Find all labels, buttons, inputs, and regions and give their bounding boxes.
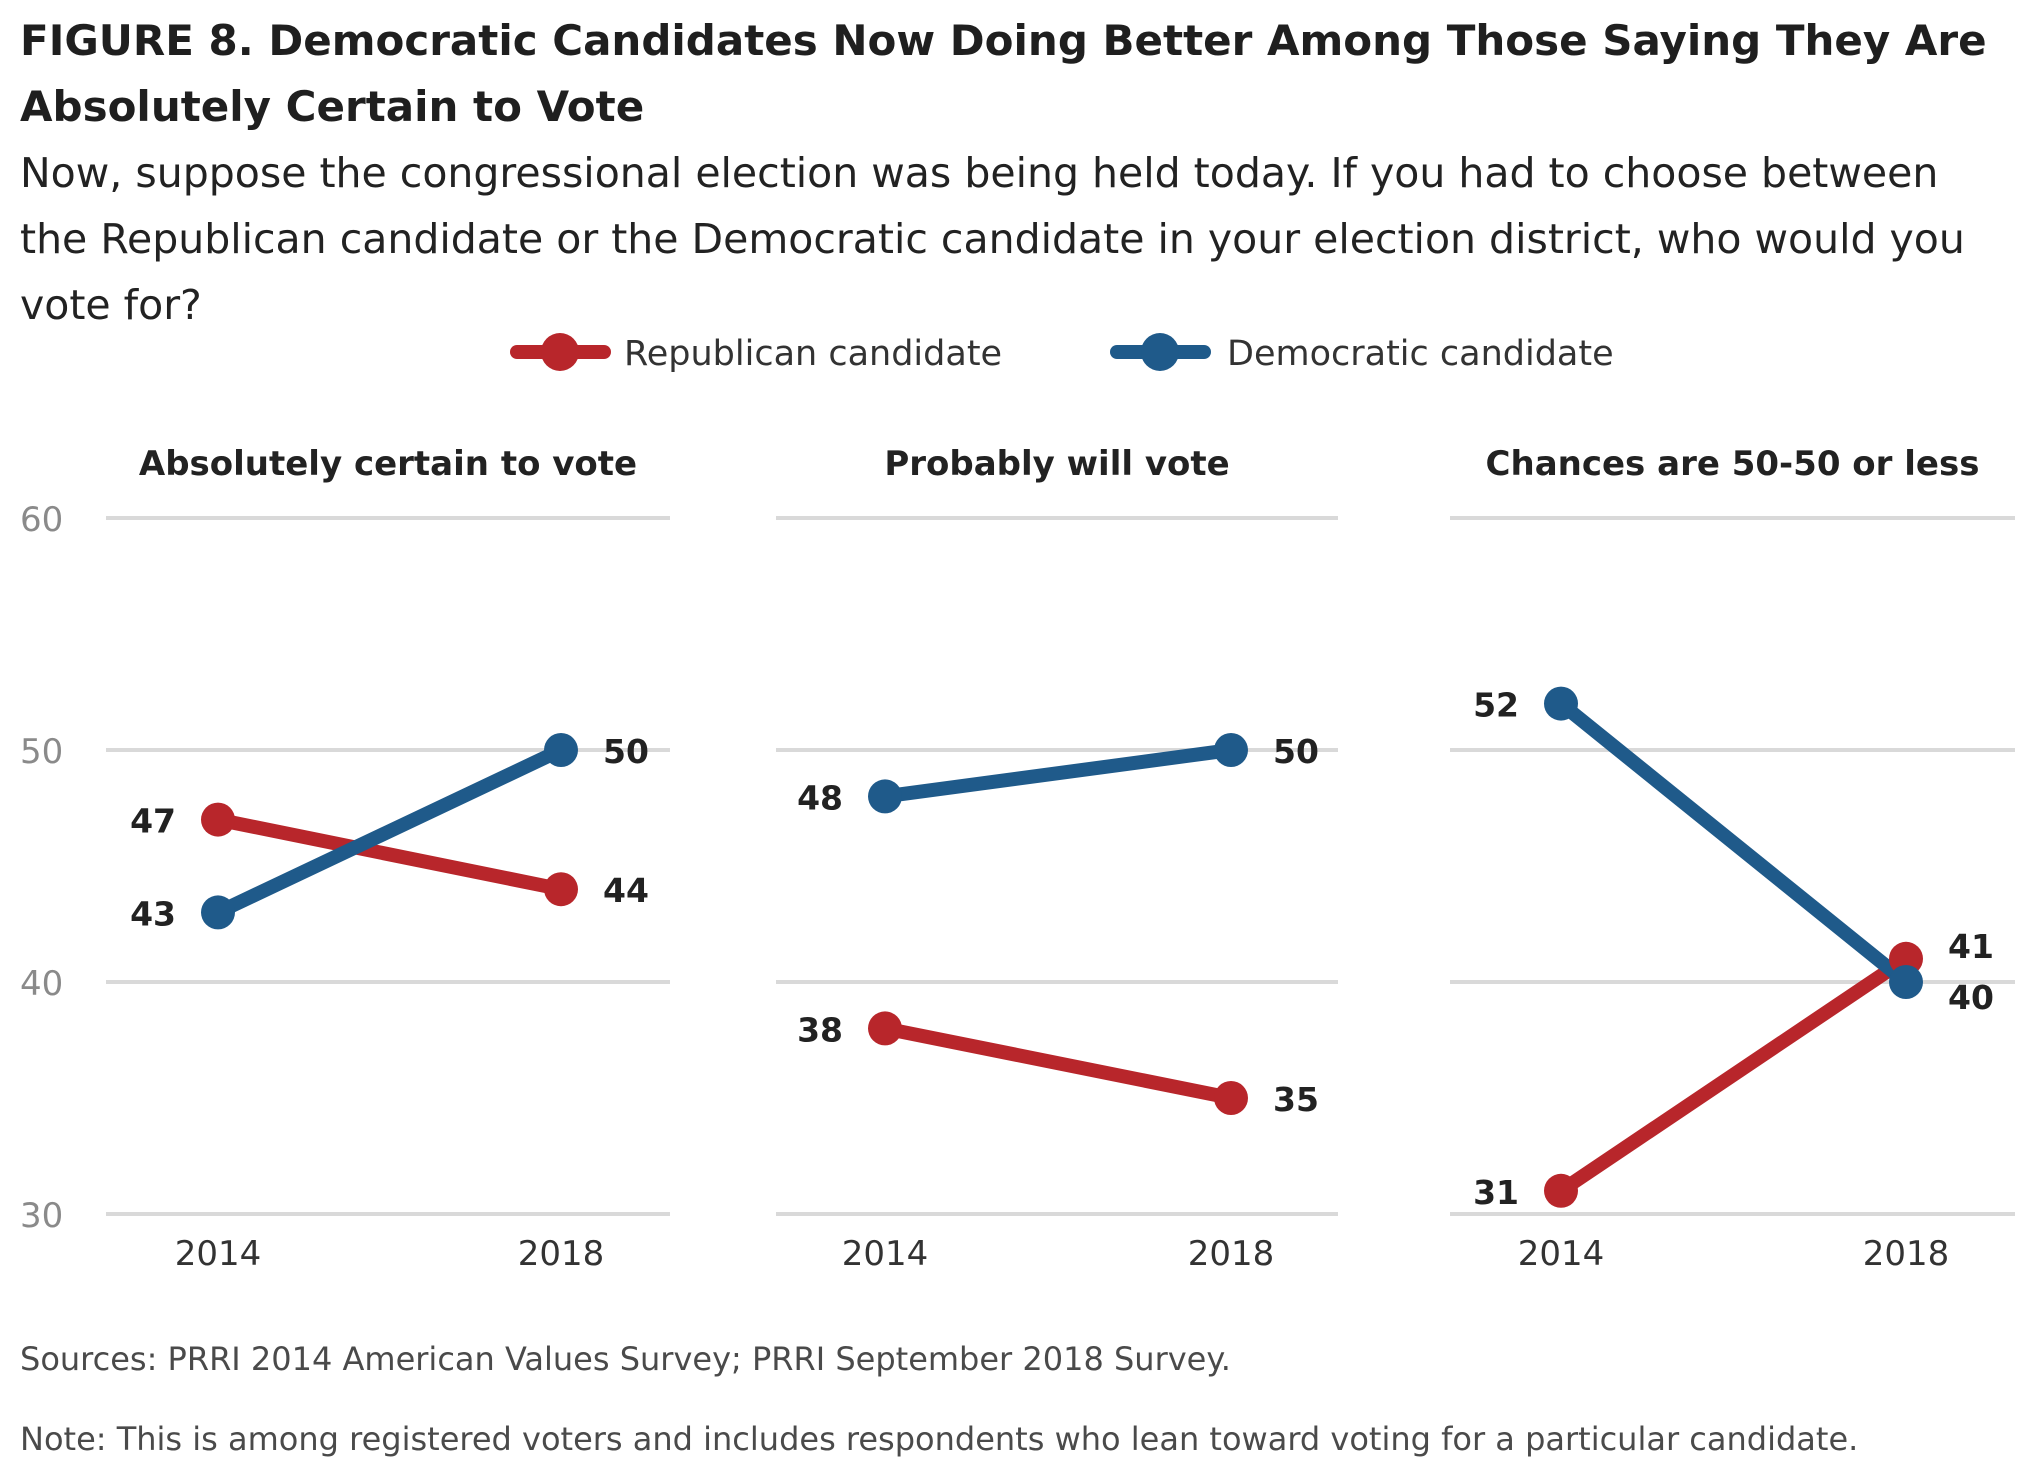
- panel-title: Probably will vote: [884, 444, 1229, 484]
- data-label: 35: [1273, 1080, 1319, 1119]
- data-point-republican: [1544, 1173, 1578, 1208]
- data-point-democratic: [201, 895, 235, 930]
- data-point-democratic: [1544, 686, 1578, 721]
- data-label: 48: [797, 778, 843, 817]
- series-line-democratic: [1554, 696, 1913, 989]
- y-tick-label: 60: [20, 500, 63, 540]
- data-point-democratic: [868, 779, 902, 814]
- data-label: 41: [1948, 927, 1994, 966]
- series-line-republican: [211, 812, 568, 897]
- y-tick-label: 30: [20, 1196, 63, 1236]
- chart-subtitle: Now, suppose the congressional election …: [20, 149, 1965, 329]
- data-point-democratic: [544, 733, 578, 767]
- data-label: 50: [1273, 732, 1319, 771]
- x-tick-label: 2014: [175, 1234, 262, 1274]
- data-label: 47: [130, 802, 176, 841]
- x-tick-label: 2014: [1518, 1234, 1605, 1274]
- y-tick-label: 50: [20, 732, 63, 772]
- series-line-democratic: [878, 743, 1238, 804]
- legend-republican-label: Republican candidate: [624, 334, 1002, 374]
- series-line-democratic: [211, 743, 568, 920]
- panel-title: Chances are 50-50 or less: [1486, 444, 1980, 484]
- y-tick-label: 40: [20, 964, 63, 1004]
- data-point-republican: [868, 1011, 902, 1046]
- data-point-republican: [201, 802, 235, 837]
- footnote: Note: This is among registered voters an…: [20, 1420, 1859, 1458]
- legend-democratic-marker: [1141, 333, 1179, 371]
- data-label: 40: [1948, 978, 1994, 1017]
- data-point-republican: [1214, 1081, 1248, 1115]
- data-label: 43: [130, 894, 176, 933]
- legend-democratic-label: Democratic candidate: [1227, 334, 1614, 374]
- data-label: 52: [1473, 686, 1519, 725]
- series-line-republican: [878, 1021, 1238, 1105]
- x-tick-label: 2018: [518, 1234, 605, 1274]
- legend-republican-marker: [541, 333, 579, 371]
- data-label: 31: [1473, 1173, 1519, 1212]
- data-label: 38: [797, 1010, 843, 1049]
- data-point-democratic: [1889, 965, 1923, 999]
- source-note: Sources: PRRI 2014 American Values Surve…: [20, 1340, 1231, 1378]
- panel-title: Absolutely certain to vote: [139, 444, 637, 484]
- data-label: 50: [603, 732, 649, 771]
- x-tick-label: 2014: [842, 1234, 929, 1274]
- x-tick-label: 2018: [1863, 1234, 1950, 1274]
- series-line-republican: [1554, 951, 1913, 1198]
- data-point-republican: [544, 872, 578, 907]
- data-label: 44: [603, 871, 649, 910]
- x-tick-label: 2018: [1188, 1234, 1275, 1274]
- chart-title: FIGURE 8. Democratic Candidates Now Doin…: [20, 16, 1987, 131]
- data-point-democratic: [1214, 733, 1248, 767]
